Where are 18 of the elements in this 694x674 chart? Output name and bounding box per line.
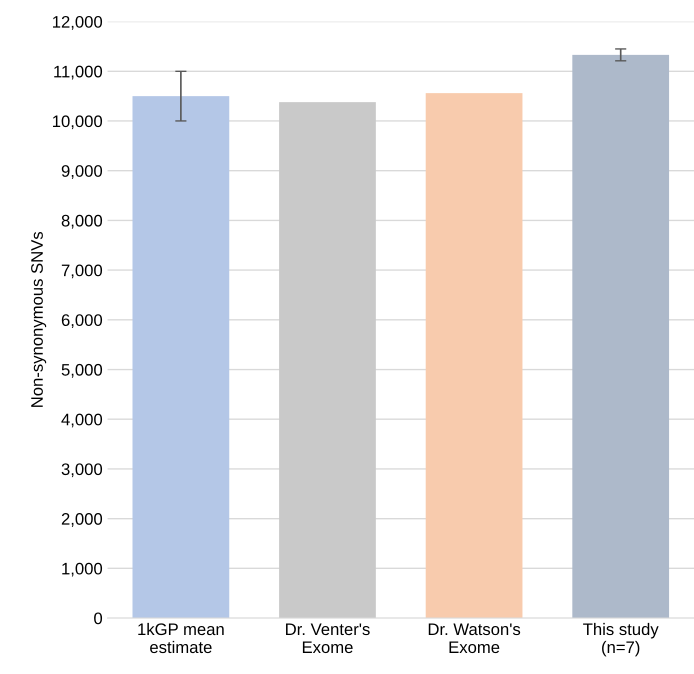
y-tick-label: 0 [94, 612, 102, 624]
y-tick-label: 6,000 [62, 314, 102, 328]
y-tick-label: 8,000 [62, 214, 102, 229]
x-tick-label: This study (n=7) [583, 622, 659, 656]
y-tick-label: 3,000 [62, 463, 102, 478]
y-tick-label: 2,000 [62, 513, 102, 527]
y-tick-label: 10,000 [53, 115, 102, 130]
y-tick-label: 11,000 [54, 66, 102, 80]
y-tick-label: 4,000 [61, 414, 102, 428]
y-tick-label: 12,000 [53, 16, 102, 30]
y-tick-label: 5,000 [62, 364, 102, 378]
y-tick-label: 7,000 [62, 264, 102, 278]
y-tick-label: 9,000 [62, 165, 102, 179]
y-tick-label: 1,000 [62, 562, 102, 577]
x-tick-label: Dr. Watson's Exome [428, 624, 520, 654]
x-tick-label: 1kGP mean estimate [138, 622, 224, 654]
x-tick-label: Dr. Venter's Exome [286, 624, 370, 654]
y-axis-title: Non-synonymous SNVs [31, 232, 46, 407]
